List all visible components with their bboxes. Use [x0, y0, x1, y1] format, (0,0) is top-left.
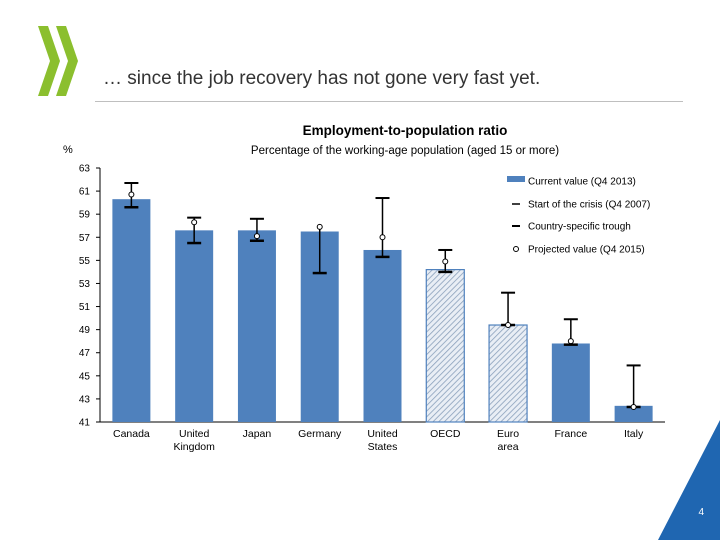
bar-france	[551, 343, 590, 422]
legend-entry: Current value (Q4 2013)	[528, 177, 636, 188]
projected-marker	[379, 234, 386, 241]
x-tick-label: Italy	[624, 428, 644, 440]
x-tick-label: OECD	[430, 428, 461, 440]
projected-marker	[191, 219, 198, 226]
y-tick-label: 55	[79, 256, 91, 267]
legend-entry: Projected value (Q4 2015)	[528, 245, 645, 256]
x-tick-label: United Kingdom	[173, 428, 215, 453]
bar-oecd	[425, 269, 465, 423]
bar-united-kingdom	[175, 230, 214, 422]
bar-united-states	[363, 249, 402, 422]
chart-title: Employment-to-population ratio	[303, 123, 508, 138]
legend-entry: Start of the crisis (Q4 2007)	[528, 200, 650, 211]
bar-canada	[112, 199, 151, 422]
chart-subtitle: Percentage of the working-age population…	[251, 145, 559, 157]
slide-title: … since the job recovery has not gone ve…	[103, 68, 541, 89]
y-tick-label: 49	[79, 325, 91, 336]
title-divider	[95, 101, 683, 102]
legend-swatch-projected	[513, 246, 519, 252]
page-number: 4	[698, 507, 704, 518]
bar-euro-area	[488, 324, 528, 423]
x-tick-label: Euro area	[497, 428, 519, 453]
x-tick-label: Japan	[243, 428, 272, 440]
projected-marker	[442, 258, 449, 265]
projected-marker	[567, 338, 574, 345]
y-tick-label: 63	[79, 164, 91, 175]
x-tick-label: France	[554, 428, 587, 440]
oecd-logo-icon	[38, 26, 78, 96]
y-tick-label: 41	[79, 418, 91, 429]
y-tick-label: 53	[79, 279, 91, 290]
corner-decoration	[658, 420, 720, 540]
y-tick-label: 47	[79, 348, 91, 359]
y-tick-label: 45	[79, 371, 91, 382]
y-axis-unit: %	[63, 144, 73, 156]
x-tick-label: Canada	[113, 428, 150, 440]
y-tick-label: 43	[79, 394, 91, 405]
y-tick-label: 59	[79, 210, 91, 221]
projected-marker	[630, 403, 637, 410]
legend-entry: Country-specific trough	[528, 222, 631, 233]
projected-marker	[128, 191, 135, 198]
bar-italy	[614, 405, 653, 422]
projected-marker	[505, 322, 512, 329]
projected-marker	[316, 223, 323, 230]
y-tick-label: 51	[79, 302, 91, 313]
x-tick-label: United States	[367, 428, 398, 453]
y-tick-label: 61	[79, 187, 91, 198]
x-tick-label: Germany	[298, 428, 342, 440]
projected-marker	[253, 233, 260, 240]
y-tick-label: 57	[79, 233, 91, 244]
legend-swatch-current	[507, 176, 525, 182]
bar-japan	[237, 230, 276, 422]
